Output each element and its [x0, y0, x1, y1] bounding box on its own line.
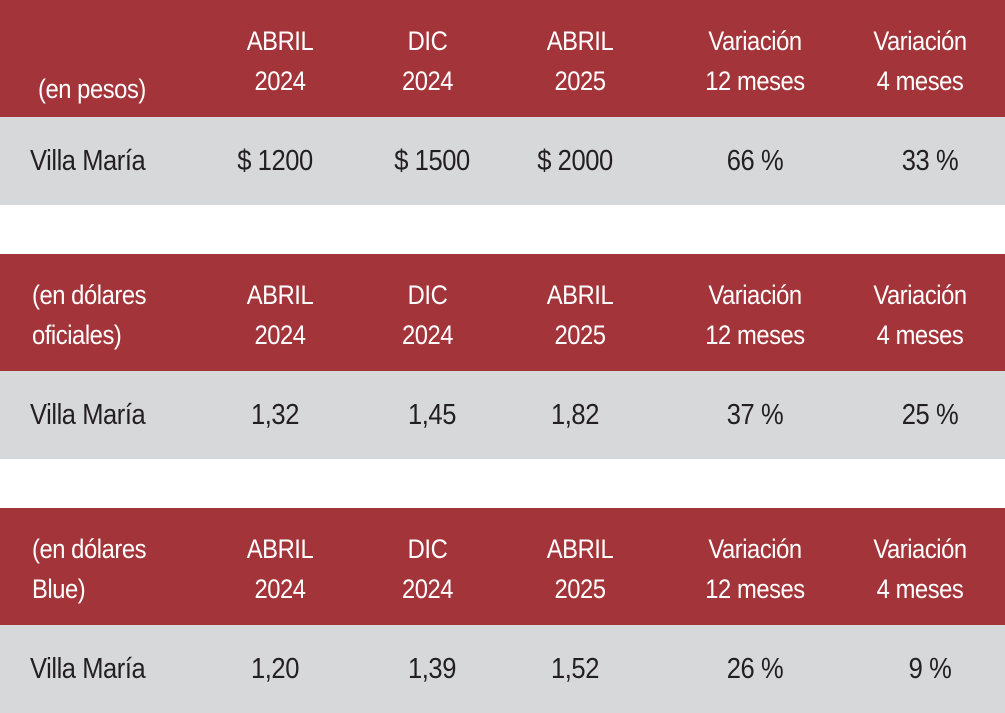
header-currency-label: (en pesos) — [38, 74, 146, 104]
header-col-abril-2024: ABRIL 2024 — [246, 533, 314, 604]
cell-abril-2025: $ 2000 — [537, 144, 613, 177]
row-label: Villa María — [30, 144, 146, 177]
header-col-variacion-4-meses: Variación 4 meses — [873, 279, 967, 350]
cell-variacion-12-meses: 37 % — [726, 398, 784, 431]
header-currency-label: (en dólares Blue) — [32, 533, 147, 604]
header-col-variacion-4-meses: Variación 4 meses — [873, 533, 967, 604]
table-header-row: (en pesos) ABRIL 2024 DIC 2024 ABRIL 202… — [0, 0, 1005, 117]
header-col-dic-2024: DIC 2024 — [401, 279, 454, 350]
cell-variacion-4-meses: 25 % — [901, 398, 959, 431]
cell-dic-2024: 1,39 — [408, 652, 456, 685]
table-row: Villa María 1,20 1,39 1,52 26 % 9 % — [0, 625, 1005, 713]
cell-variacion-12-meses: 26 % — [726, 652, 784, 685]
cell-abril-2024: $ 1200 — [237, 144, 313, 177]
row-label: Villa María — [30, 652, 146, 685]
header-col-abril-2024: ABRIL 2024 — [246, 25, 314, 96]
row-label: Villa María — [30, 398, 146, 431]
cell-abril-2025: 1,52 — [551, 652, 599, 685]
header-col-abril-2024: ABRIL 2024 — [246, 279, 314, 350]
table-dolares-oficiales: (en dólares oficiales) ABRIL 2024 DIC 20… — [0, 254, 1005, 459]
cell-variacion-12-meses: 66 % — [726, 144, 784, 177]
table-dolares-blue: (en dólares Blue) ABRIL 2024 DIC 2024 AB… — [0, 508, 1005, 713]
table-pesos: (en pesos) ABRIL 2024 DIC 2024 ABRIL 202… — [0, 0, 1005, 205]
table-row: Villa María $ 1200 $ 1500 $ 2000 66 % 33… — [0, 117, 1005, 205]
table-header-row: (en dólares Blue) ABRIL 2024 DIC 2024 AB… — [0, 508, 1005, 625]
table-header-row: (en dólares oficiales) ABRIL 2024 DIC 20… — [0, 254, 1005, 371]
header-col-variacion-12-meses: Variación 12 meses — [705, 533, 805, 604]
cell-dic-2024: $ 1500 — [394, 144, 470, 177]
cell-dic-2024: 1,45 — [408, 398, 456, 431]
header-col-abril-2025: ABRIL 2025 — [546, 25, 614, 96]
header-col-variacion-4-meses: Variación 4 meses — [873, 25, 967, 96]
cell-variacion-4-meses: 9 % — [908, 652, 952, 685]
header-col-abril-2025: ABRIL 2025 — [546, 279, 614, 350]
header-col-variacion-12-meses: Variación 12 meses — [705, 279, 805, 350]
cell-abril-2025: 1,82 — [551, 398, 599, 431]
header-col-dic-2024: DIC 2024 — [401, 533, 454, 604]
table-row: Villa María 1,32 1,45 1,82 37 % 25 % — [0, 371, 1005, 459]
cell-abril-2024: 1,20 — [251, 652, 299, 685]
cell-abril-2024: 1,32 — [251, 398, 299, 431]
cell-variacion-4-meses: 33 % — [901, 144, 959, 177]
header-col-variacion-12-meses: Variación 12 meses — [705, 25, 805, 96]
header-currency-label: (en dólares oficiales) — [32, 279, 147, 350]
header-col-abril-2025: ABRIL 2025 — [546, 533, 614, 604]
header-col-dic-2024: DIC 2024 — [401, 25, 454, 96]
